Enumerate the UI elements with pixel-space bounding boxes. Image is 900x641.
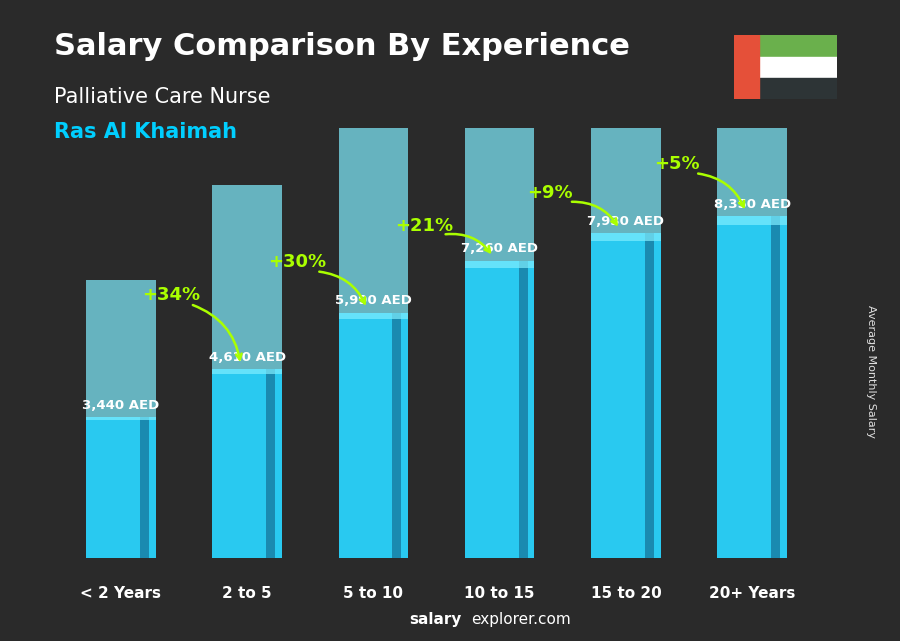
- Text: 15 to 20: 15 to 20: [590, 587, 662, 601]
- Bar: [760, 35, 837, 56]
- Bar: [734, 35, 760, 99]
- Text: 10 to 15: 10 to 15: [464, 587, 535, 601]
- Text: Salary Comparison By Experience: Salary Comparison By Experience: [54, 32, 630, 61]
- Text: Average Monthly Salary: Average Monthly Salary: [866, 305, 877, 438]
- Bar: [771, 216, 780, 558]
- Bar: [212, 369, 282, 558]
- Text: < 2 Years: < 2 Years: [80, 587, 161, 601]
- Bar: [140, 417, 148, 558]
- Bar: [338, 313, 408, 558]
- Text: explorer.com: explorer.com: [471, 612, 571, 627]
- Bar: [760, 56, 837, 78]
- Text: 5 to 10: 5 to 10: [344, 587, 403, 601]
- Bar: [717, 0, 787, 225]
- Bar: [86, 417, 156, 558]
- Text: 4,610 AED: 4,610 AED: [209, 351, 285, 364]
- Text: +30%: +30%: [268, 253, 327, 271]
- Text: 7,260 AED: 7,260 AED: [461, 242, 538, 255]
- Bar: [591, 233, 661, 558]
- Text: 8,350 AED: 8,350 AED: [714, 198, 791, 211]
- Text: 20+ Years: 20+ Years: [709, 587, 796, 601]
- Text: Ras Al Khaimah: Ras Al Khaimah: [54, 122, 237, 142]
- Bar: [717, 216, 787, 558]
- Text: salary: salary: [410, 612, 462, 627]
- Text: +9%: +9%: [527, 184, 573, 202]
- Bar: [760, 78, 837, 99]
- Bar: [465, 261, 535, 558]
- Bar: [86, 279, 156, 420]
- Bar: [266, 369, 275, 558]
- Bar: [392, 313, 401, 558]
- Bar: [591, 0, 661, 242]
- Bar: [465, 0, 535, 268]
- Text: 7,930 AED: 7,930 AED: [588, 215, 664, 228]
- Text: 2 to 5: 2 to 5: [222, 587, 272, 601]
- Text: +34%: +34%: [142, 286, 201, 304]
- Text: +5%: +5%: [653, 155, 699, 173]
- Bar: [212, 185, 282, 374]
- Text: 5,990 AED: 5,990 AED: [335, 294, 412, 307]
- Text: Palliative Care Nurse: Palliative Care Nurse: [54, 87, 271, 106]
- Text: 3,440 AED: 3,440 AED: [82, 399, 159, 412]
- Bar: [645, 233, 654, 558]
- Text: +21%: +21%: [395, 217, 453, 235]
- Bar: [338, 74, 408, 319]
- Bar: [518, 261, 527, 558]
